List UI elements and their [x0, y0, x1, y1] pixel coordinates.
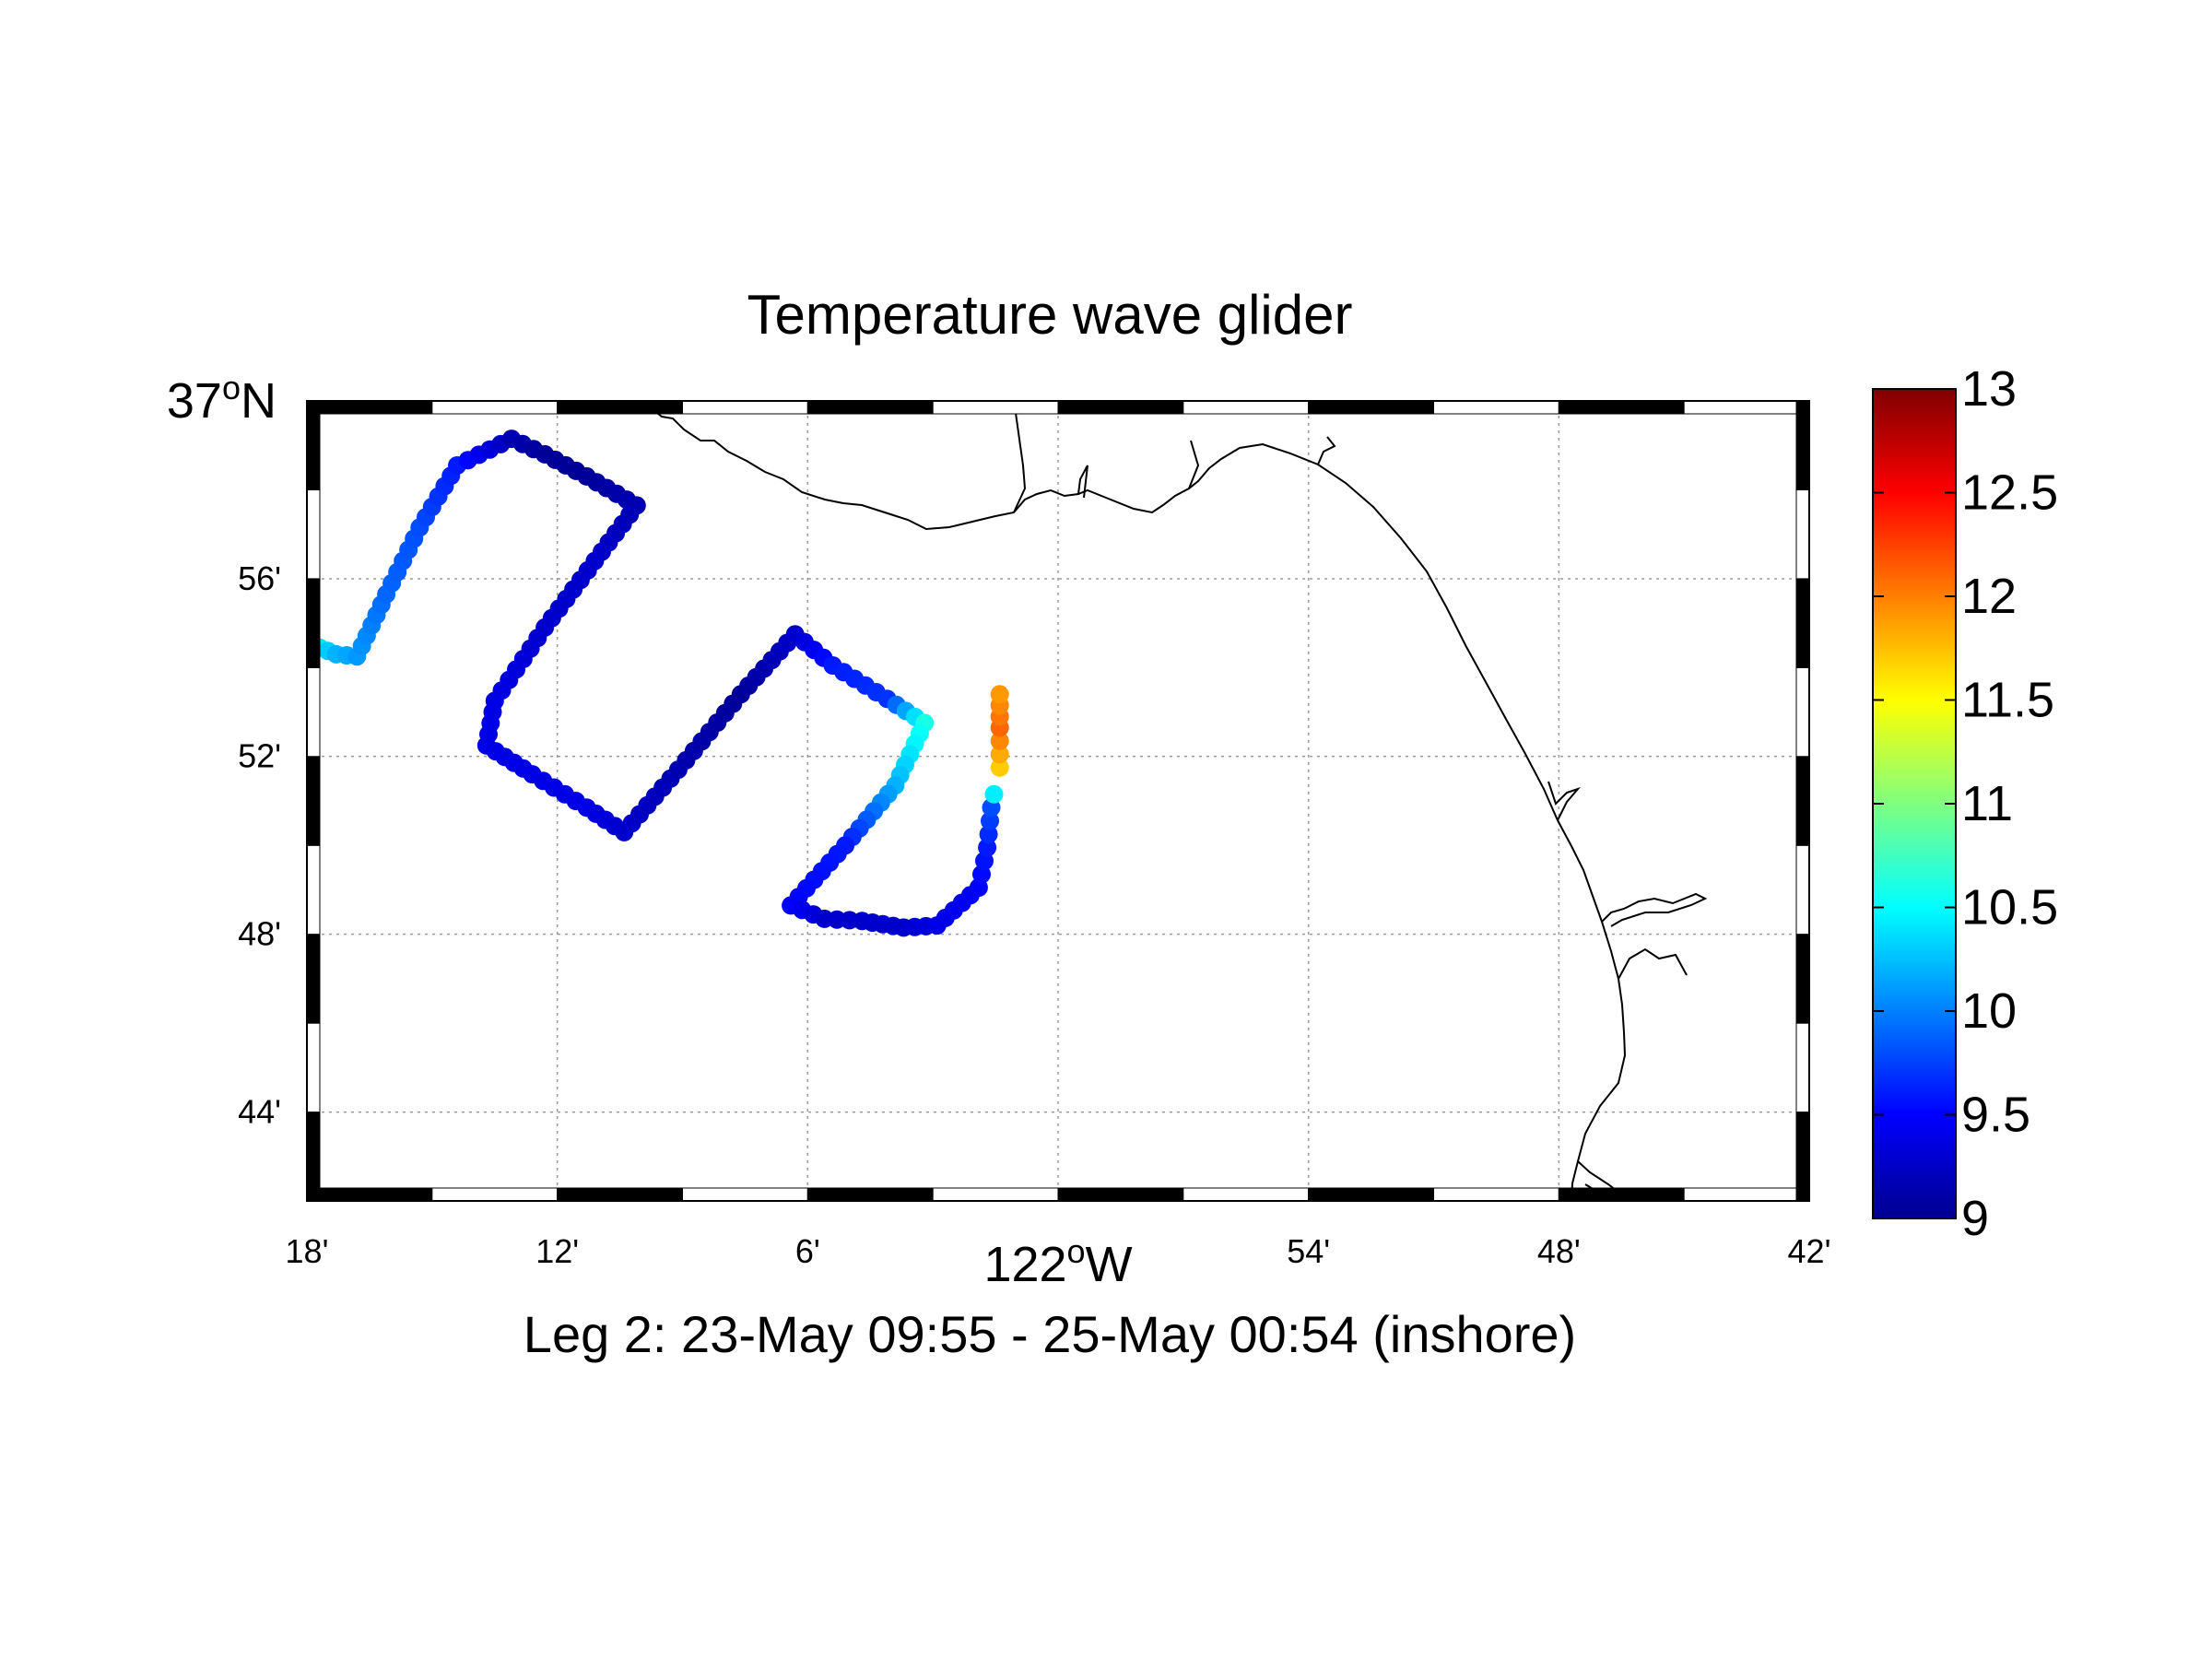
frame-segment-bottom [806, 1187, 934, 1202]
colorbar-tick-label: 13 [1961, 361, 2017, 417]
chart-title: Temperature wave glider [747, 284, 1353, 346]
frame-segment-bottom [1057, 1187, 1184, 1202]
frame-segment-right [1795, 756, 1810, 846]
track-point [990, 731, 1009, 750]
colorbar-tick-label: 12.5 [1961, 465, 2058, 521]
colorbar-tick-label: 9.5 [1961, 1088, 2030, 1143]
frame-segment-top [682, 400, 808, 415]
frame-segment-top [557, 400, 684, 415]
frame-segment-top [1558, 400, 1685, 415]
colorbar: 9 9.5 10 10.5 11 11.5 12 12.5 13 [1872, 361, 2058, 1246]
river-2 [1077, 465, 1088, 499]
x-tick-label: 6' [795, 1232, 820, 1270]
x-tick-label: 18' [286, 1232, 329, 1270]
elkhorn-slough [1601, 892, 1708, 980]
frame-segment-right [1795, 400, 1810, 490]
frame-segment-right [1795, 934, 1810, 1024]
frame-segment-bottom [557, 1187, 684, 1202]
y-tick-label: 56' [238, 559, 281, 597]
frame-segment-left [306, 400, 321, 490]
frame-segment-left [306, 666, 321, 758]
y-tick-label: 44' [238, 1093, 281, 1131]
frame-segment-left [306, 756, 321, 846]
track-point [984, 784, 1004, 804]
chart-subtitle: Leg 2: 23-May 09:55 - 25-May 00:54 (insh… [524, 1305, 1576, 1363]
colorbar-tick-label: 12 [1961, 569, 2017, 624]
hemisphere-suffix: W [1086, 1237, 1133, 1292]
track-point [979, 825, 998, 844]
track-point [990, 745, 1009, 764]
frame-segment-top [1182, 400, 1310, 415]
frame-segment-bottom [1433, 1187, 1559, 1202]
x-tick-label: 42' [1788, 1232, 1831, 1270]
x-axis-ticks: 18' 12' 6' 122oW 54' 48' 42' [286, 1232, 1831, 1292]
river-3 [1188, 436, 1336, 489]
frame-segment-top [932, 400, 1059, 415]
colorbar-gradient [1872, 388, 1957, 1219]
frame-segment-bottom [1182, 1187, 1310, 1202]
frame-segment-bottom [431, 1187, 559, 1202]
x-tick-label-major: 122oW [983, 1232, 1132, 1292]
map-border [306, 400, 1810, 1202]
frame-segment-top [806, 400, 934, 415]
river-1 [1013, 412, 1027, 513]
map-frame [306, 400, 1810, 1202]
frame-segment-left [306, 1112, 321, 1202]
coastline [644, 403, 1627, 1201]
frame-segment-bottom [932, 1187, 1059, 1202]
frame-segment-top [1057, 400, 1184, 415]
frame-segment-left [306, 1022, 321, 1113]
frame-segment-top [1683, 400, 1810, 415]
frame-segment-top [306, 400, 433, 415]
frame-segment-left [306, 844, 321, 935]
colorbar-tick-label: 9 [1961, 1191, 1989, 1246]
frame-segment-right [1795, 578, 1810, 668]
frame-segment-bottom [1308, 1187, 1434, 1202]
colorbar-ticks: 9 9.5 10 10.5 11 11.5 12 12.5 13 [1873, 361, 2058, 1246]
x-tick-label: 48' [1537, 1232, 1581, 1270]
map-area: 18' 12' 6' 122oW 54' 48' 42' 44' 48' 52' 56' 37oN [167, 369, 1831, 1292]
track-point [978, 838, 997, 857]
frame-segment-left [306, 934, 321, 1024]
frame-segment-right [1795, 844, 1810, 935]
y-tick-label: 48' [238, 915, 281, 953]
frame-segment-top [1433, 400, 1559, 415]
frame-segment-right [1795, 488, 1810, 580]
frame-segment-bottom [1683, 1187, 1810, 1202]
colorbar-tick-label: 10 [1961, 983, 2017, 1039]
frame-segment-bottom [306, 1187, 433, 1202]
frame-segment-right [1795, 666, 1810, 758]
frame-segment-top [431, 400, 559, 415]
y-tick-label-major: 37oN [167, 369, 276, 429]
frame-segment-top [1308, 400, 1434, 415]
frame-segment-left [306, 488, 321, 580]
hemisphere-suffix: N [241, 373, 276, 429]
y-tick-label: 52' [238, 737, 281, 775]
colorbar-tick-label: 11 [1961, 776, 2013, 831]
y-axis-ticks: 44' 48' 52' 56' 37oN [167, 369, 281, 1131]
colorbar-tick-label: 10.5 [1961, 880, 2058, 935]
salinas-river [1547, 781, 1582, 821]
track-point [990, 758, 1009, 777]
colorbar-tick-label: 11.5 [1961, 673, 2054, 728]
degree-symbol: o [1067, 1232, 1086, 1270]
glider-track [310, 429, 1009, 937]
frame-segment-bottom [1558, 1187, 1685, 1202]
track-point [981, 811, 999, 830]
frame-segment-left [306, 578, 321, 668]
frame-segment-right [1795, 1022, 1810, 1113]
frame-segment-right [1795, 1112, 1810, 1202]
x-tick-label: 54' [1287, 1232, 1330, 1270]
track-point [990, 685, 1009, 704]
frame-segment-bottom [682, 1187, 808, 1202]
degree-symbol: o [222, 369, 241, 406]
x-tick-label: 12' [535, 1232, 579, 1270]
